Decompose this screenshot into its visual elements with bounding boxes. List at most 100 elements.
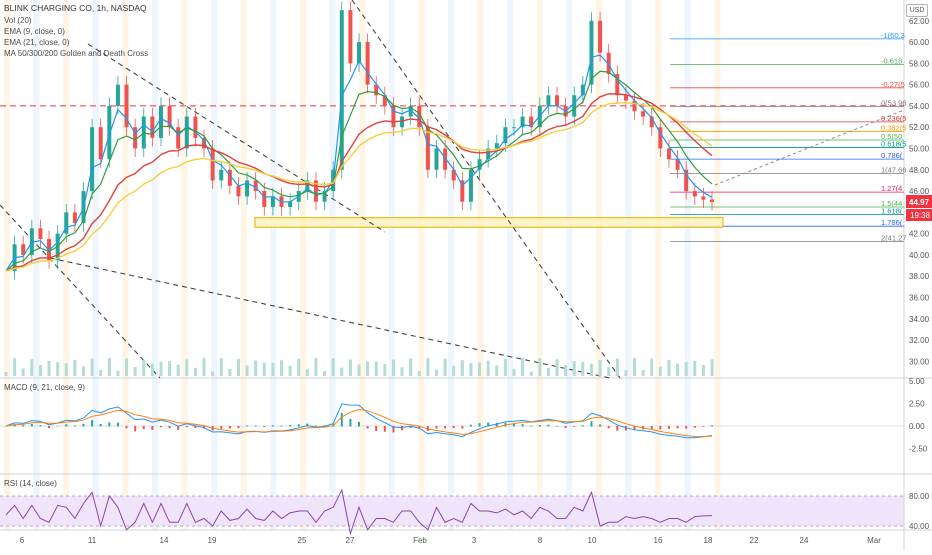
session-stripe	[714, 0, 721, 530]
candle-body	[408, 105, 413, 117]
fib-level-label: 1.27(4	[881, 184, 902, 193]
volume-bar	[366, 361, 370, 376]
candle-body	[710, 199, 714, 203]
macd-histogram-bar	[142, 426, 145, 430]
macd-histogram-bar	[65, 424, 68, 427]
volume-bar	[434, 369, 438, 376]
volume-bar	[236, 358, 240, 376]
volume-bar	[650, 358, 654, 376]
legend-ema9: EMA (9, close, 0)	[4, 27, 65, 36]
volume-bar	[202, 358, 206, 376]
candle-body	[400, 116, 405, 128]
macd-histogram-bar	[512, 423, 515, 427]
price-tick-label: 38.00	[909, 272, 930, 281]
candle-body	[202, 137, 207, 149]
macd-histogram-bar	[702, 426, 705, 427]
price-tick-label: 58.00	[909, 59, 930, 68]
macd-histogram-bar	[91, 420, 94, 427]
macd-histogram-bar	[99, 423, 102, 427]
macd-histogram-bar	[383, 426, 386, 432]
volume-bar	[400, 367, 404, 376]
volume-bar	[297, 358, 301, 376]
volume-bar	[357, 364, 361, 376]
candle-body	[322, 191, 327, 202]
session-stripe	[211, 0, 218, 530]
macd-histogram-bar	[573, 426, 576, 427]
candle-body	[357, 42, 361, 64]
time-axis-label: 3	[472, 536, 477, 545]
candle-body	[589, 20, 594, 85]
candle-body	[133, 127, 138, 149]
ma-yellow-line	[5, 102, 713, 272]
volume-bar	[348, 359, 352, 376]
price-tick-label: 40.00	[909, 251, 930, 260]
legend-ma: MA 50/300/200 Golden and Death Cross	[4, 49, 149, 58]
volume-bar	[262, 362, 266, 376]
currency-badge[interactable]: USD	[906, 4, 928, 17]
price-tick-label: 46.00	[909, 187, 930, 196]
macd-histogram-bar	[185, 426, 188, 428]
session-stripe	[507, 0, 514, 530]
countdown-badge	[906, 209, 932, 222]
macd-histogram-bar	[409, 426, 412, 429]
macd-histogram-bar	[108, 422, 111, 427]
candle-body	[451, 169, 456, 181]
session-stripe	[181, 0, 188, 530]
volume-bar	[81, 366, 85, 376]
macd-histogram-bar	[159, 426, 162, 428]
price-tick-label: 52.00	[909, 123, 930, 132]
volume-bar	[116, 370, 120, 376]
volume-bar	[460, 360, 464, 376]
fib-level-label: 1(47.66	[881, 165, 906, 174]
volume-bar	[512, 368, 516, 376]
candle-body	[107, 105, 112, 160]
time-axis-label: Mar	[867, 536, 881, 545]
volume-bar	[305, 369, 309, 376]
macd-histogram-bar	[418, 426, 421, 429]
session-stripe	[684, 0, 691, 530]
time-axis-label: 22	[750, 536, 759, 545]
session-stripe	[152, 0, 158, 530]
macd-histogram-bar	[401, 426, 404, 431]
volume-bar	[38, 365, 42, 376]
ema9-line	[5, 54, 713, 272]
volume-bar	[469, 363, 473, 376]
session-stripe	[122, 0, 129, 530]
candle-body	[262, 191, 267, 208]
candle-body	[615, 73, 620, 96]
macd-histogram-bar	[237, 426, 240, 429]
macd-histogram-bar	[228, 426, 231, 429]
time-axis-label: 24	[800, 536, 809, 545]
ema21-line	[5, 70, 713, 272]
volume-bar	[90, 358, 94, 376]
macd-histogram-bar	[676, 426, 679, 429]
macd-histogram-bar	[667, 426, 670, 429]
session-stripe	[4, 0, 10, 530]
session-stripe	[92, 0, 99, 530]
macd-histogram-bar	[633, 426, 636, 431]
fib-level-label: 1.618(	[881, 206, 903, 215]
candle-body	[236, 185, 241, 197]
volume-bar	[47, 360, 51, 376]
candle-body	[219, 169, 224, 181]
time-axis-label: Feb	[413, 536, 427, 545]
volume-bar	[417, 370, 421, 376]
fib-level-label: 0.236(5	[881, 114, 906, 123]
candle-body	[193, 116, 198, 138]
volume-bar	[452, 366, 456, 376]
session-stripe	[388, 0, 395, 530]
volume-bar	[693, 360, 697, 376]
price-tick-label: 42.00	[909, 230, 930, 239]
macd-tick-label: 5.00	[909, 377, 925, 386]
volume-bar	[426, 358, 430, 376]
candle-body	[348, 10, 353, 64]
volume-bar	[391, 359, 395, 376]
fib-level-label: 0.382(5	[881, 123, 906, 132]
volume-bar	[176, 364, 180, 376]
macd-tick-label: -2.50	[909, 445, 928, 454]
volume-bar	[64, 363, 68, 376]
time-axis-label: 11	[88, 536, 97, 545]
volume-bar	[658, 366, 662, 376]
volume-bar	[478, 362, 482, 376]
macd-histogram-bar	[607, 426, 610, 429]
